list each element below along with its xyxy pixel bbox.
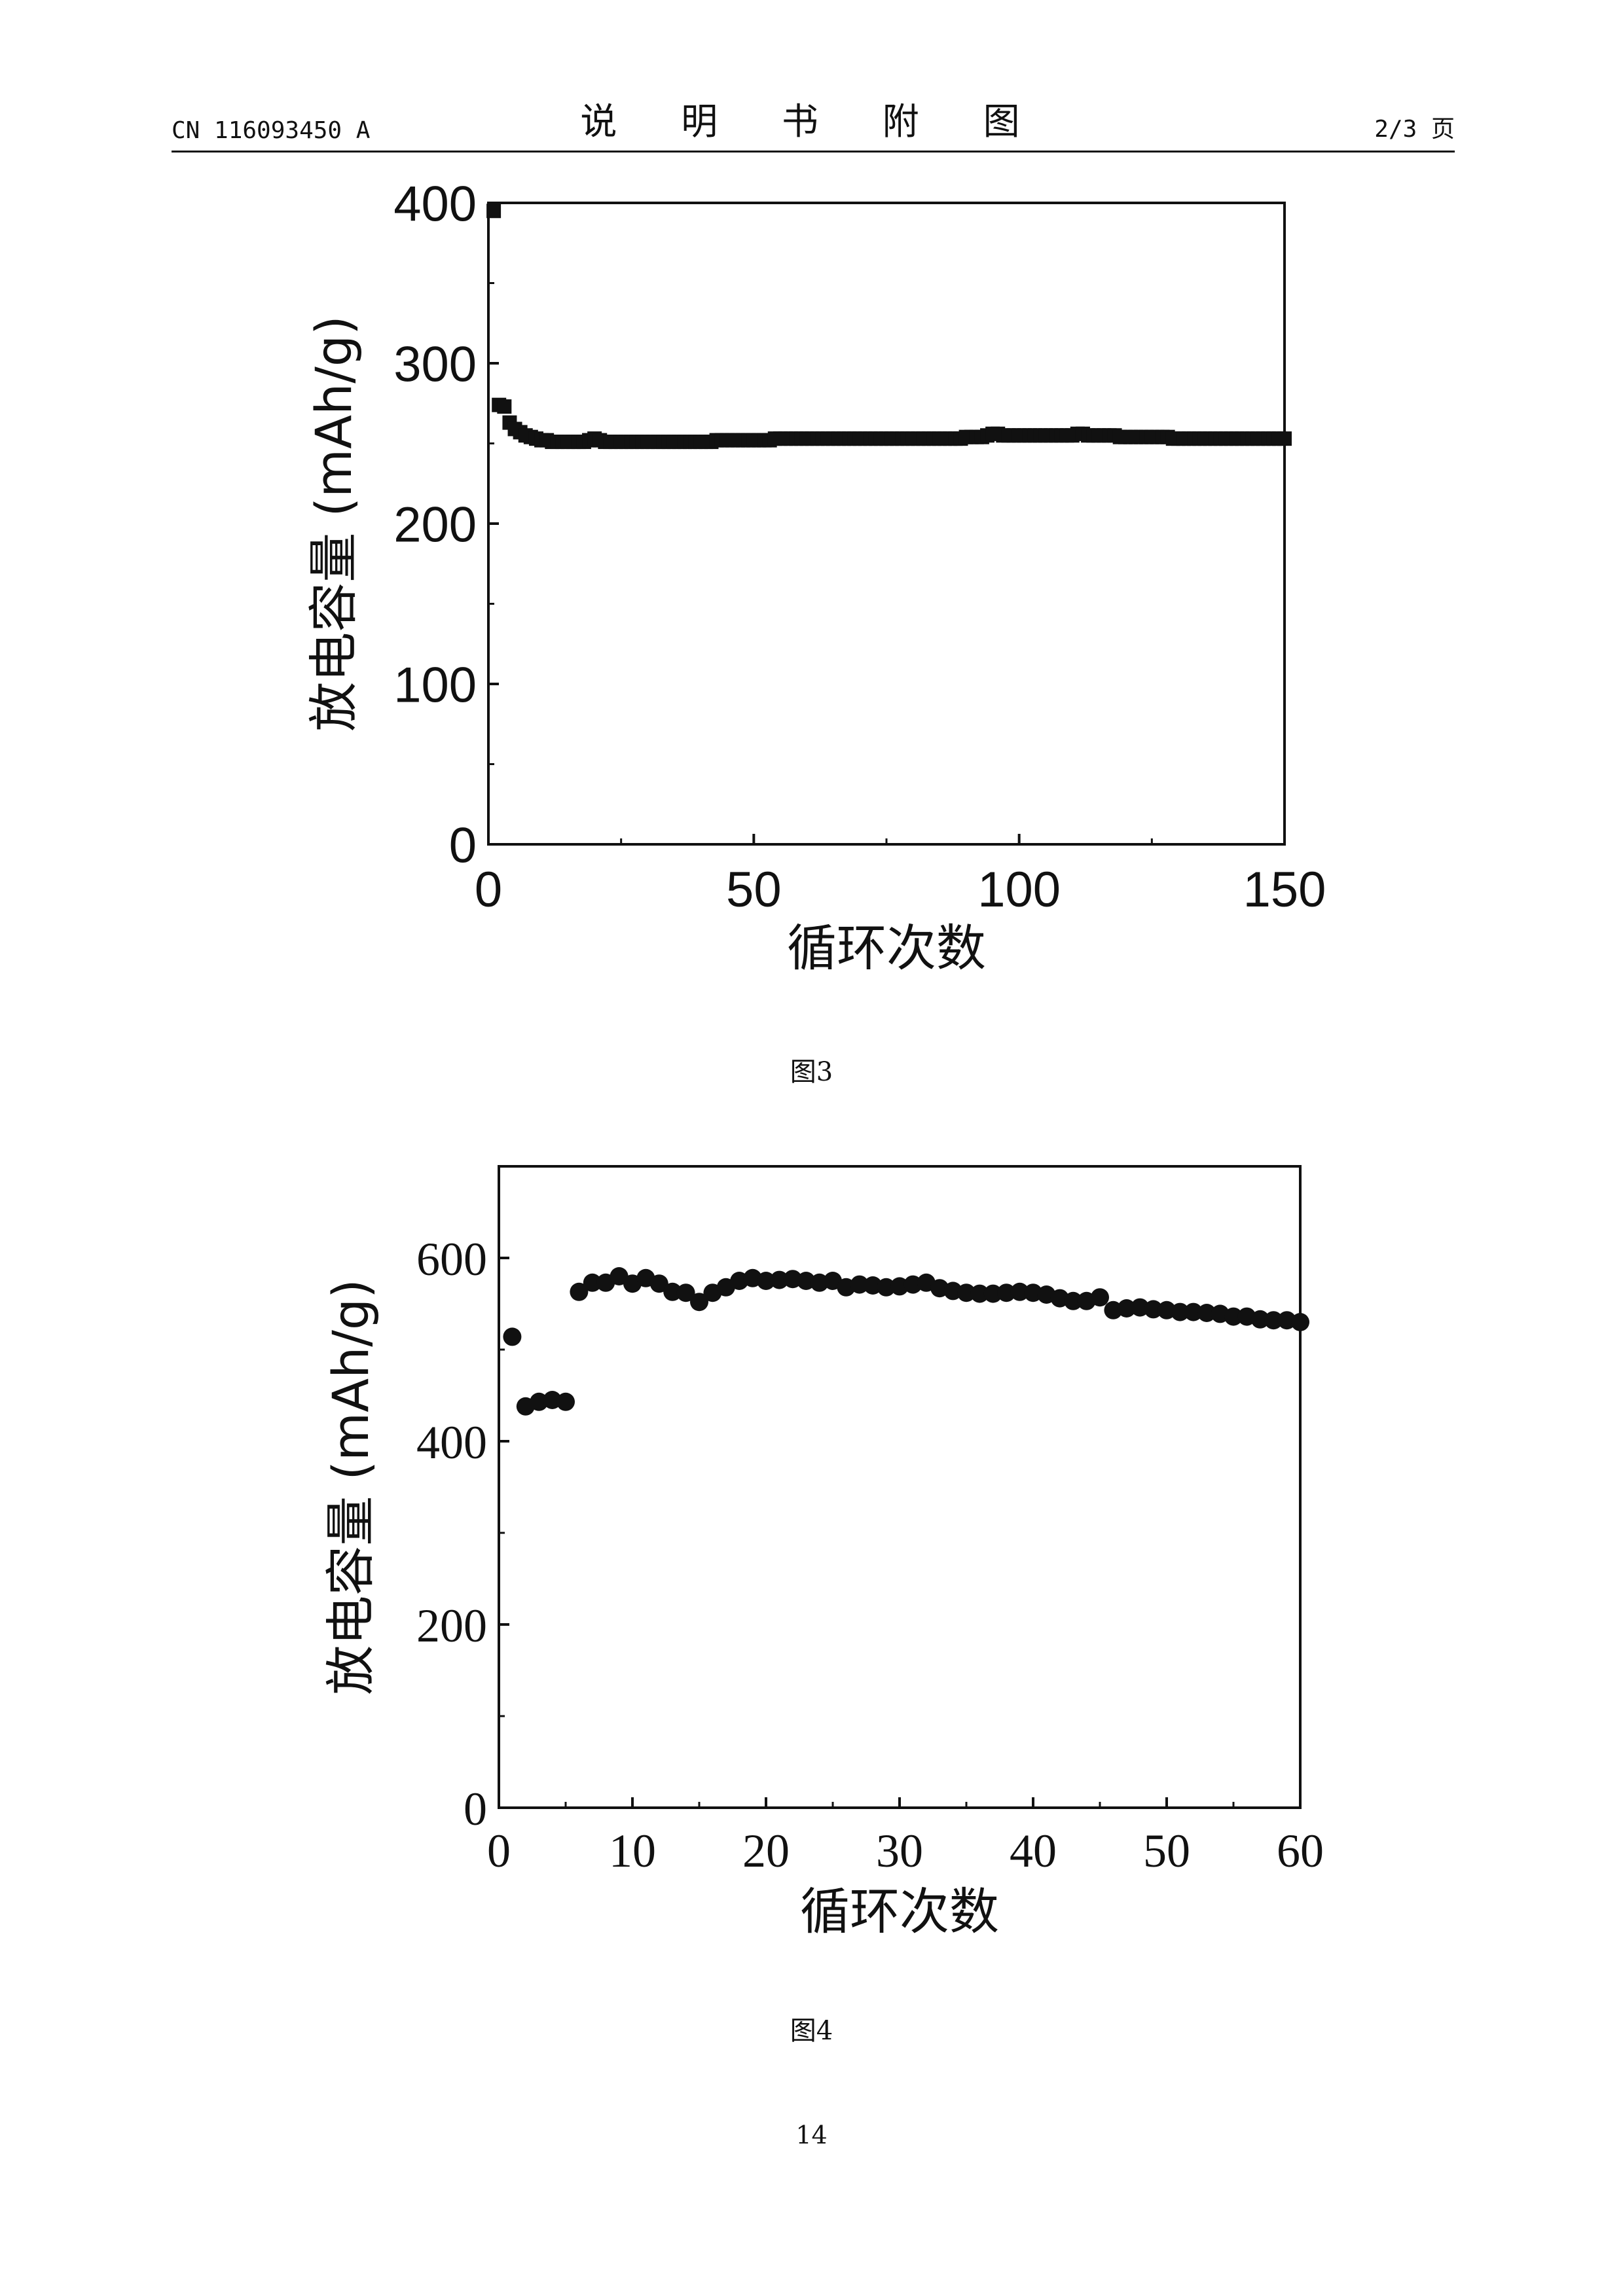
data-point [1224, 1307, 1243, 1326]
data-point [676, 1283, 695, 1302]
data-point [1184, 1302, 1203, 1321]
data-point [957, 1283, 976, 1302]
x-tick-label: 30 [876, 1825, 923, 1877]
data-point [1024, 1283, 1042, 1302]
data-point [663, 1282, 682, 1301]
data-point [970, 1284, 989, 1303]
data-point [610, 1267, 629, 1285]
data-point [1131, 1298, 1150, 1317]
data-point [783, 1270, 802, 1289]
data-point [1117, 1299, 1136, 1318]
data-point [583, 1273, 602, 1292]
figure-3-chart: 0 50 100 150 0 100 200 300 400 循环次数 放电容量 (mAh/g) [304, 176, 1326, 977]
data-point [570, 1282, 589, 1301]
data-point [997, 1283, 1016, 1302]
x-tick-label: 50 [1143, 1825, 1190, 1877]
data-point [1250, 1310, 1269, 1329]
x-tick-label: 20 [742, 1825, 790, 1877]
data-point [1171, 1302, 1190, 1321]
x-tick-label: 100 [977, 862, 1061, 918]
x-tick-label: 10 [609, 1825, 656, 1877]
data-point [770, 1270, 789, 1289]
y-tick-label: 0 [464, 1783, 487, 1835]
y-tick-label: 200 [393, 497, 477, 552]
data-point [649, 1274, 668, 1293]
data-point [1144, 1300, 1163, 1319]
y-axis-label: 放电容量 (mAh/g) [321, 1279, 380, 1695]
y-tick-label: 600 [416, 1233, 487, 1285]
x-tick-label: 0 [475, 862, 502, 918]
data-point [864, 1276, 883, 1295]
y-tick-label: 0 [449, 817, 477, 873]
y-tick-label: 400 [416, 1416, 487, 1469]
data-point [503, 1327, 522, 1346]
figure-4-caption: 图4 [790, 2016, 833, 2046]
x-axis-label: 循环次数 [800, 1882, 999, 1941]
data-point [543, 1391, 562, 1409]
data-point [890, 1277, 909, 1296]
data-point [690, 1293, 708, 1312]
header-title: 说 明 书 附 图 [580, 101, 1046, 143]
figure-3-caption: 图3 [790, 1057, 833, 1087]
data-point [556, 1392, 575, 1411]
data-point [943, 1282, 962, 1300]
x-tick-label: 0 [487, 1825, 511, 1877]
data-point [530, 1392, 549, 1411]
data-point [1197, 1304, 1216, 1322]
x-tick-label: 60 [1277, 1825, 1324, 1877]
page-header: CN 116093450 A 说 明 书 附 图 2/3 页 [172, 98, 1455, 152]
y-axis-label: 放电容量 (mAh/g) [304, 315, 363, 732]
document-number: CN 116093450 A [172, 117, 371, 144]
data-point [1277, 1311, 1296, 1330]
x-tick-label: 50 [726, 862, 782, 918]
data-point [1091, 1288, 1109, 1307]
y-tick-label: 200 [416, 1600, 487, 1652]
plot-frame [498, 1165, 1302, 1809]
x-axis-label: 循环次数 [787, 919, 986, 977]
data-point [486, 204, 501, 219]
data-point [1158, 1300, 1176, 1319]
page-of-total: 2/3 页 [1374, 116, 1455, 143]
page-number: 14 [795, 2121, 828, 2149]
data-point [1104, 1300, 1123, 1319]
data-point [1010, 1282, 1029, 1301]
data-point [983, 1284, 1002, 1303]
data-point [810, 1273, 829, 1292]
y-tick-label: 100 [393, 657, 477, 713]
data-point [797, 1272, 816, 1290]
y-tick-label: 300 [393, 336, 477, 392]
data-point [1064, 1291, 1083, 1310]
data-point [1264, 1311, 1283, 1330]
data-point [497, 399, 512, 414]
data-point [850, 1275, 869, 1294]
data-point [1277, 431, 1292, 446]
data-point [903, 1275, 922, 1294]
x-tick-label: 150 [1243, 862, 1326, 918]
data-point [877, 1278, 896, 1297]
data-point [757, 1272, 775, 1290]
y-tick-label: 400 [393, 176, 477, 232]
x-tick-label: 40 [1010, 1825, 1057, 1877]
data-point [1291, 1313, 1309, 1331]
